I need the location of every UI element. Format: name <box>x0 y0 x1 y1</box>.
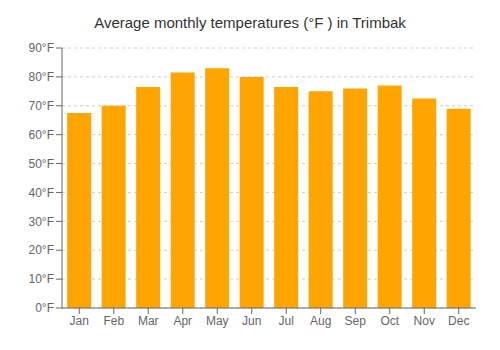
svg-text:Jul: Jul <box>279 314 294 328</box>
svg-text:70°F: 70°F <box>29 99 54 113</box>
svg-text:Jun: Jun <box>242 314 261 328</box>
svg-text:Apr: Apr <box>173 314 192 328</box>
svg-text:50°F: 50°F <box>29 157 54 171</box>
svg-text:60°F: 60°F <box>29 128 54 142</box>
svg-text:80°F: 80°F <box>29 70 54 84</box>
svg-text:Oct: Oct <box>380 314 399 328</box>
svg-text:0°F: 0°F <box>35 301 54 315</box>
svg-text:Nov: Nov <box>414 314 435 328</box>
svg-text:May: May <box>206 314 229 328</box>
svg-text:Jan: Jan <box>70 314 89 328</box>
svg-text:Dec: Dec <box>448 314 469 328</box>
svg-text:Sep: Sep <box>345 314 367 328</box>
svg-text:10°F: 10°F <box>29 272 54 286</box>
svg-text:20°F: 20°F <box>29 243 54 257</box>
svg-text:Aug: Aug <box>310 314 331 328</box>
html-text:Average monthly temperatures (: Average monthly temperatures (°F ) in Tr… <box>94 14 406 31</box>
svg-text:Feb: Feb <box>103 314 124 328</box>
svg-text:30°F: 30°F <box>29 215 54 229</box>
svg-text:Mar: Mar <box>138 314 159 328</box>
svg-text:40°F: 40°F <box>29 186 54 200</box>
svg-text:90°F: 90°F <box>29 41 54 55</box>
